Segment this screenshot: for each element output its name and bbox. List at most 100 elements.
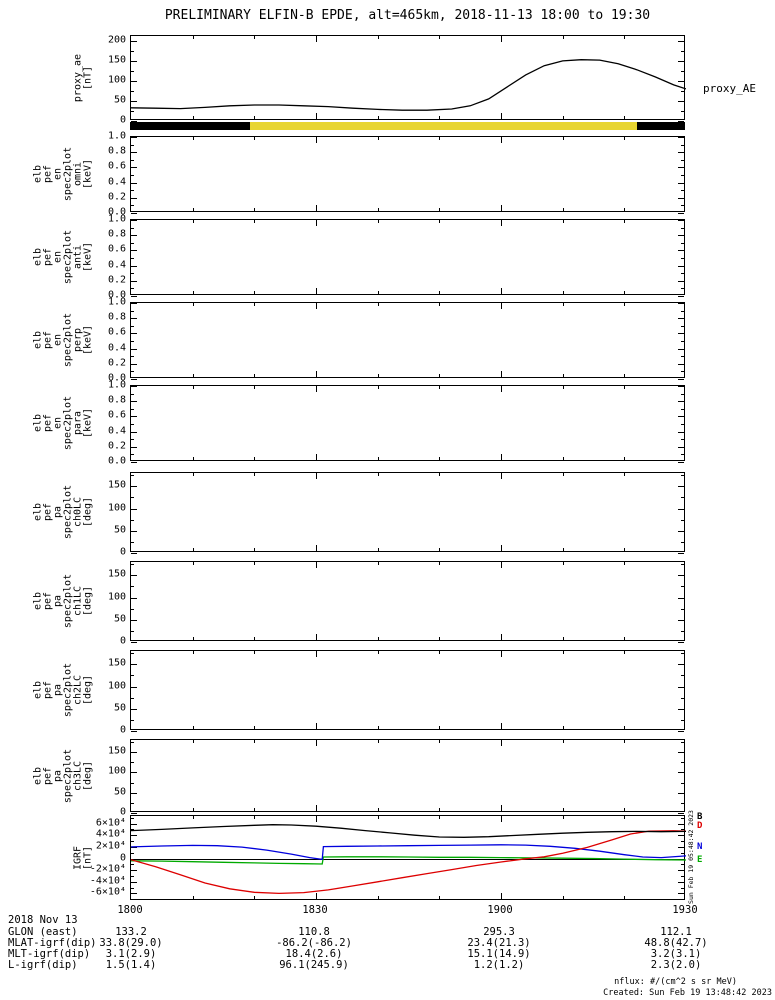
y-minor-tick [131, 475, 134, 477]
x-tick [439, 137, 441, 140]
y-tick-label: -4×10⁴ [89, 875, 126, 887]
x-tick [501, 634, 502, 640]
y-tick-label: 1.0 [107, 130, 126, 142]
y-minor-tick [681, 887, 684, 889]
x-tick [562, 726, 564, 729]
y-tick-label: -2×10⁴ [89, 863, 126, 875]
x-tick [562, 457, 564, 460]
x-tick [192, 651, 194, 654]
x-tick [624, 548, 626, 551]
y-minor-tick [681, 175, 684, 176]
x-tick [562, 386, 564, 389]
y-tick [131, 708, 137, 710]
x-tick [254, 116, 256, 119]
x-tick [562, 473, 564, 476]
x-tick [439, 562, 441, 565]
x-tick [439, 386, 441, 389]
y-tick-label: 0.2 [107, 357, 126, 369]
x-tick [192, 896, 194, 899]
y-minor-tick [681, 762, 684, 764]
y-axis-label-line: [nT] [82, 845, 94, 870]
x-tick [624, 303, 626, 306]
x-tick [624, 740, 626, 743]
y-tick-label: -6×10⁴ [89, 886, 126, 898]
x-tick [254, 808, 256, 811]
x-tick [377, 816, 379, 819]
y-tick-label: 50 [113, 786, 126, 798]
y-minor-tick [681, 719, 684, 721]
footer-row-value: -86.2(-86.2) [276, 937, 352, 949]
y-tick-label: 100 [107, 502, 126, 514]
x-tick [501, 893, 502, 899]
y-minor-tick [681, 852, 684, 854]
y-minor-tick [131, 110, 134, 112]
x-tick [192, 220, 194, 223]
y-tick-label: 150 [107, 54, 126, 66]
y-tick [131, 792, 137, 794]
y-tick [678, 167, 684, 169]
y-tick [678, 213, 684, 214]
x-tick [377, 208, 379, 211]
x-tick [501, 371, 502, 377]
y-minor-tick [131, 817, 134, 819]
x-tick [377, 548, 379, 551]
y-minor-tick [131, 371, 134, 373]
x-tick [439, 637, 441, 640]
y-minor-tick [131, 541, 134, 543]
y-tick-label: 0 [119, 546, 126, 558]
footer-row-value: 96.1(245.9) [279, 959, 349, 971]
y-tick-label: 50 [113, 94, 126, 106]
y-minor-tick [681, 608, 684, 610]
x-tick [624, 116, 626, 119]
y-minor-tick [131, 205, 134, 207]
x-tick [501, 545, 502, 551]
igrf-legend-N: N [697, 842, 703, 852]
y-tick [131, 220, 137, 221]
x-tick [624, 457, 626, 460]
y-minor-tick [131, 608, 134, 610]
x-tick [316, 805, 317, 811]
y-tick-label: 0.6 [107, 160, 126, 172]
series-plot [131, 824, 686, 895]
y-minor-tick [681, 371, 684, 373]
y-minor-tick [681, 742, 684, 744]
y-minor-tick [131, 190, 134, 192]
igrf-legend-B: B [697, 812, 703, 822]
x-tick [316, 893, 317, 899]
y-minor-tick [681, 475, 684, 477]
x-tick [624, 208, 626, 211]
sun-bar-segment [130, 122, 250, 130]
y-tick-label: 0.4 [107, 342, 126, 354]
y-tick [678, 40, 684, 42]
x-tick [254, 208, 256, 211]
y-tick [131, 100, 137, 102]
panel-pa-spec2plot-ch2LC [130, 650, 685, 732]
y-minor-tick [131, 586, 134, 588]
y-tick-label: 0.2 [107, 191, 126, 203]
footer-row-value: 18.4(2.6) [285, 948, 343, 960]
y-tick-label: 200 [107, 34, 126, 46]
x-tick [439, 291, 441, 294]
y-tick-label: 100 [107, 680, 126, 692]
y-minor-tick [131, 408, 134, 410]
footer-row-label: MLT-igrf(dip) [8, 948, 91, 960]
x-tick [377, 457, 379, 460]
y-tick [131, 348, 137, 350]
y-minor-tick [131, 899, 134, 901]
y-minor-tick [131, 175, 134, 176]
y-minor-tick [681, 519, 684, 521]
y-minor-tick [681, 356, 684, 358]
x-tick [439, 374, 441, 377]
y-tick-label: 0.2 [107, 274, 126, 286]
y-tick [131, 213, 137, 214]
x-tick [439, 303, 441, 306]
y-tick-label: 0.8 [107, 311, 126, 323]
y-tick [131, 265, 137, 267]
x-tick [501, 805, 502, 811]
y-tick [131, 553, 137, 554]
y-minor-tick [681, 899, 684, 901]
y-tick-label: 150 [107, 568, 126, 580]
panel-en-spec2plot-perp [130, 302, 685, 380]
y-minor-tick [681, 190, 684, 192]
y-minor-tick [131, 697, 134, 699]
